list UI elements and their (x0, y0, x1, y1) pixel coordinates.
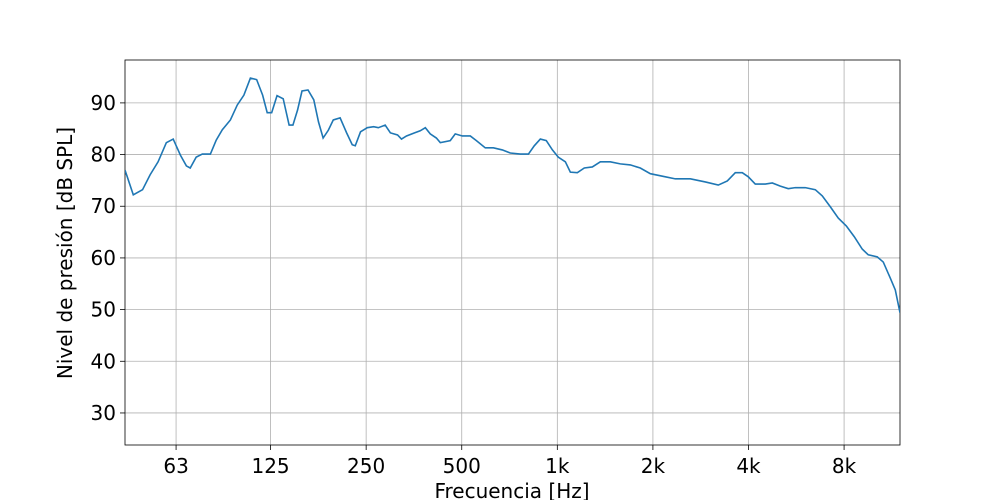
y-tick-label: 60 (91, 246, 116, 270)
x-axis-label: Frecuencia [Hz] (434, 479, 589, 500)
x-tick-label: 250 (347, 454, 385, 478)
y-tick-label: 90 (91, 91, 116, 115)
x-tick-label: 63 (163, 454, 188, 478)
x-tick-label: 125 (251, 454, 289, 478)
x-tick-label: 4k (736, 454, 761, 478)
y-axis-label: Nivel de presión [dB SPL] (53, 127, 77, 379)
y-tick-label: 30 (91, 401, 116, 425)
x-tick-label: 1k (545, 454, 570, 478)
x-tick-label: 2k (641, 454, 666, 478)
x-tick-label: 500 (443, 454, 481, 478)
y-tick-label: 70 (91, 194, 116, 218)
y-tick-label: 40 (91, 349, 116, 373)
data-line (125, 77, 900, 313)
y-tick-label: 50 (91, 298, 116, 322)
x-tick-label: 8k (832, 454, 857, 478)
y-tick-label: 80 (91, 143, 116, 167)
plot-frame (124, 59, 901, 446)
